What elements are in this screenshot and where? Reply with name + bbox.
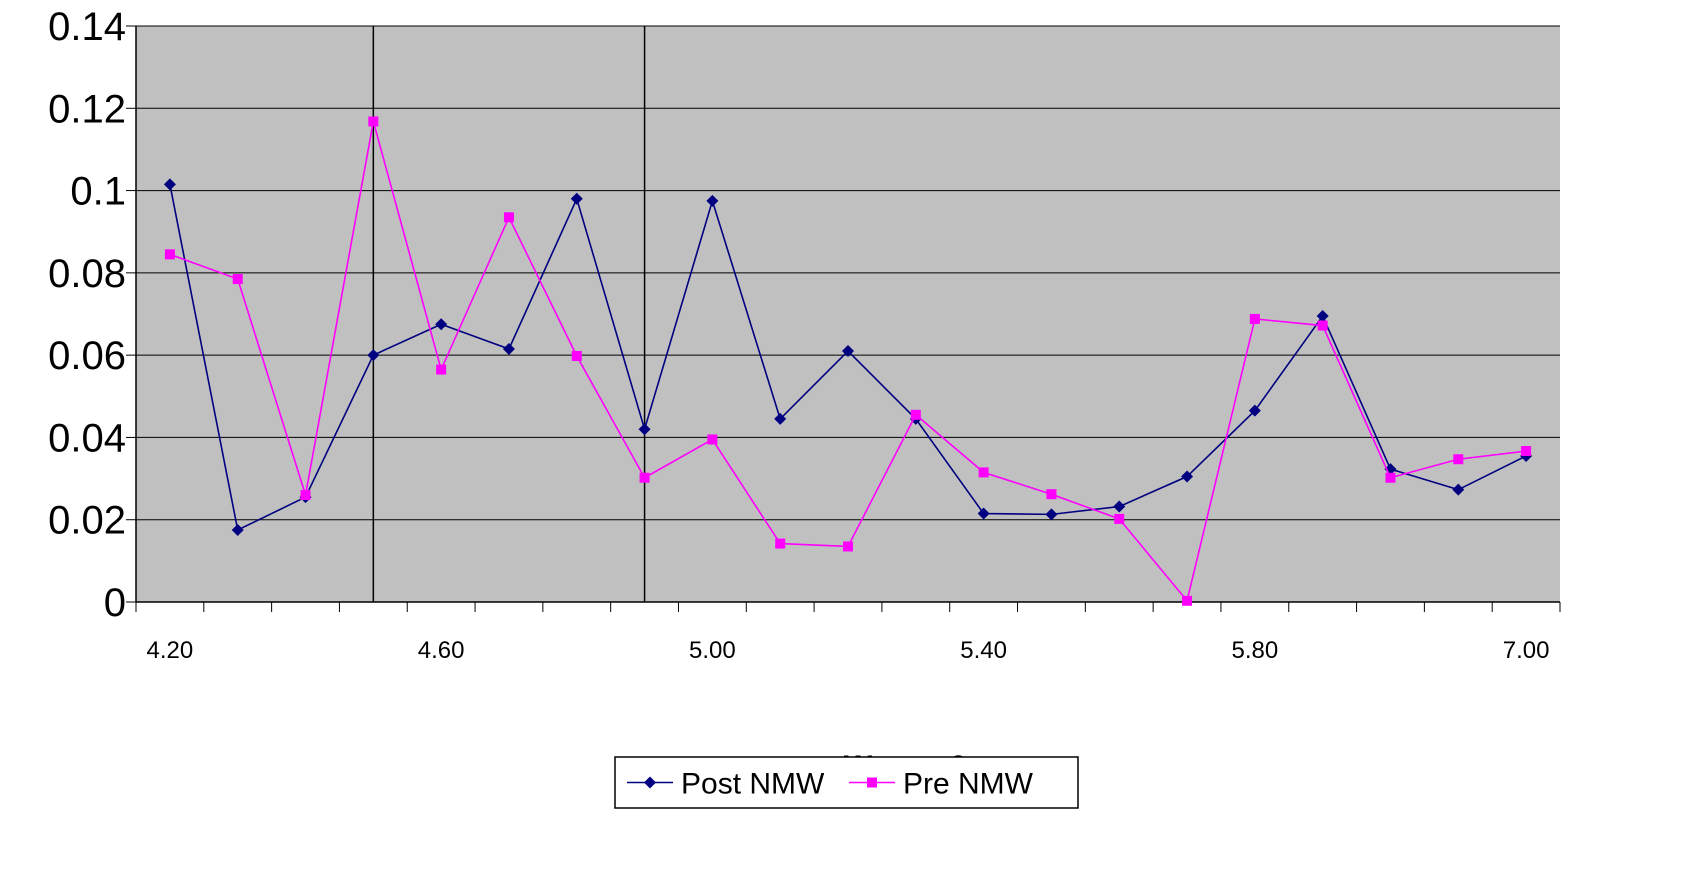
data-point bbox=[164, 249, 175, 260]
series-1 bbox=[164, 116, 1532, 606]
x-tick-label: 5.80 bbox=[1231, 637, 1278, 664]
data-point bbox=[571, 350, 582, 361]
data-point bbox=[1316, 310, 1329, 323]
data-point bbox=[639, 472, 650, 483]
plot-area bbox=[136, 26, 1560, 602]
x-tick-label: 5.40 bbox=[960, 637, 1007, 664]
data-point bbox=[367, 349, 380, 362]
data-point bbox=[1521, 446, 1532, 457]
data-point bbox=[1113, 500, 1126, 513]
data-point bbox=[978, 467, 989, 478]
data-point bbox=[368, 116, 379, 127]
data-point bbox=[570, 192, 583, 205]
y-tick-label: 0.02 bbox=[48, 499, 126, 543]
x-tick-label: 5.00 bbox=[689, 637, 736, 664]
y-tick-label: 0.04 bbox=[48, 416, 126, 460]
y-tick-label: 0.08 bbox=[48, 252, 126, 296]
data-point bbox=[910, 409, 921, 420]
data-point bbox=[1248, 404, 1261, 417]
data-point bbox=[1317, 320, 1328, 331]
data-point bbox=[232, 274, 243, 285]
series-0 bbox=[163, 178, 1533, 536]
data-point bbox=[436, 364, 447, 375]
legend-box bbox=[614, 756, 1079, 809]
data-point bbox=[503, 212, 514, 223]
legend-item-1: Pre NMW bbox=[849, 768, 1034, 801]
y-tick-label: 0 bbox=[104, 581, 126, 625]
data-point bbox=[1114, 513, 1125, 524]
y-tick-label: 0.14 bbox=[48, 5, 126, 49]
data-point bbox=[707, 434, 718, 445]
data-point bbox=[842, 345, 854, 358]
data-point bbox=[1249, 313, 1260, 324]
data-point bbox=[706, 194, 719, 207]
data-point bbox=[1182, 595, 1193, 606]
data-point bbox=[300, 490, 311, 501]
data-point bbox=[775, 538, 786, 549]
legend-label: Post NMW bbox=[681, 768, 825, 801]
data-point bbox=[435, 318, 448, 331]
data-point bbox=[843, 541, 853, 552]
data-point bbox=[1181, 470, 1194, 483]
data-point bbox=[502, 342, 515, 355]
legend: Post NMW Pre NMW bbox=[614, 756, 1079, 809]
data-point bbox=[977, 507, 990, 520]
data-point bbox=[231, 524, 244, 536]
x-axis-tick-labels: 4.20 4.60 5.00 5.40 5.80 7.00 bbox=[147, 637, 1550, 664]
legend-marker bbox=[644, 776, 656, 789]
y-tick-label: 0.06 bbox=[48, 334, 126, 378]
x-tick-label: 7.00 bbox=[1503, 637, 1550, 664]
data-point bbox=[638, 423, 651, 436]
data-point bbox=[1385, 472, 1396, 483]
y-axis-tick-labels: 0 0.02 0.04 0.06 0.08 0.1 0.12 0.14 bbox=[48, 5, 126, 625]
data-point bbox=[1452, 483, 1465, 496]
data-point bbox=[163, 178, 176, 191]
legend-marker bbox=[867, 777, 877, 788]
data-point bbox=[1045, 508, 1058, 521]
legend-item-0: Post NMW bbox=[627, 768, 825, 801]
x-tick-label: 4.20 bbox=[147, 637, 194, 664]
axes bbox=[135, 26, 1561, 612]
y-tick-label: 0.12 bbox=[48, 87, 126, 131]
data-point bbox=[1046, 489, 1057, 500]
legend-label: Pre NMW bbox=[903, 768, 1034, 801]
data-point bbox=[1453, 454, 1464, 465]
x-tick-label: 4.60 bbox=[418, 637, 465, 664]
series-group bbox=[163, 116, 1533, 606]
y-tick-label: 0.1 bbox=[70, 170, 126, 214]
data-point bbox=[774, 412, 787, 425]
